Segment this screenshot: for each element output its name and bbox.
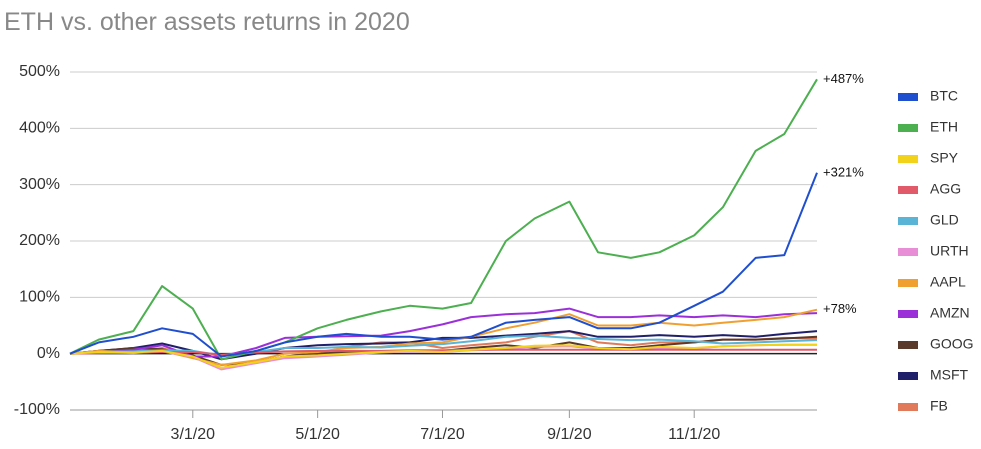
chart-title: ETH vs. other assets returns in 2020 — [4, 8, 410, 36]
x-tick-label: 9/1/20 — [547, 426, 592, 443]
series-line — [69, 78, 818, 361]
legend-label: SPY — [930, 150, 959, 166]
legend-label: MSFT — [930, 367, 969, 383]
series-line — [69, 343, 817, 369]
y-tick-label: -100% — [14, 401, 60, 418]
legend-swatch — [898, 372, 918, 380]
x-tick-label: 5/1/20 — [295, 426, 340, 443]
series-line — [69, 172, 818, 358]
x-tick-label: 7/1/20 — [420, 426, 465, 443]
y-tick-label: 0% — [37, 345, 60, 362]
legend-swatch — [898, 403, 918, 411]
legend-label: GOOG — [930, 336, 974, 352]
legend-label: AMZN — [930, 305, 970, 321]
legend-swatch — [898, 186, 918, 194]
y-tick-label: 500% — [19, 63, 60, 80]
x-tick-label: 3/1/20 — [171, 426, 216, 443]
legend-label: URTH — [930, 243, 969, 259]
legend-label: AGG — [930, 181, 961, 197]
end-label: +487% — [823, 71, 864, 86]
legend-label: BTC — [930, 88, 958, 104]
legend-swatch — [898, 248, 918, 256]
legend-label: GLD — [930, 212, 959, 228]
y-tick-label: 300% — [19, 176, 60, 193]
y-tick-label: 100% — [19, 289, 60, 306]
series-line — [69, 348, 817, 356]
legend-swatch — [898, 124, 918, 132]
legend-label: FB — [930, 398, 948, 414]
series-line — [69, 334, 818, 357]
x-tick-label: 11/1/20 — [668, 426, 720, 443]
series-line — [69, 308, 818, 366]
legend-swatch — [898, 155, 918, 163]
legend-label: AAPL — [930, 274, 966, 290]
end-label: +78% — [823, 301, 857, 316]
legend-swatch — [898, 93, 918, 101]
end-label: +321% — [823, 164, 864, 179]
legend-swatch — [898, 217, 918, 225]
y-tick-label: 200% — [19, 232, 60, 249]
y-tick-label: 400% — [19, 120, 60, 137]
legend-swatch — [898, 310, 918, 318]
legend-swatch — [898, 341, 918, 349]
legend-label: ETH — [930, 119, 958, 135]
legend-swatch — [898, 279, 918, 287]
